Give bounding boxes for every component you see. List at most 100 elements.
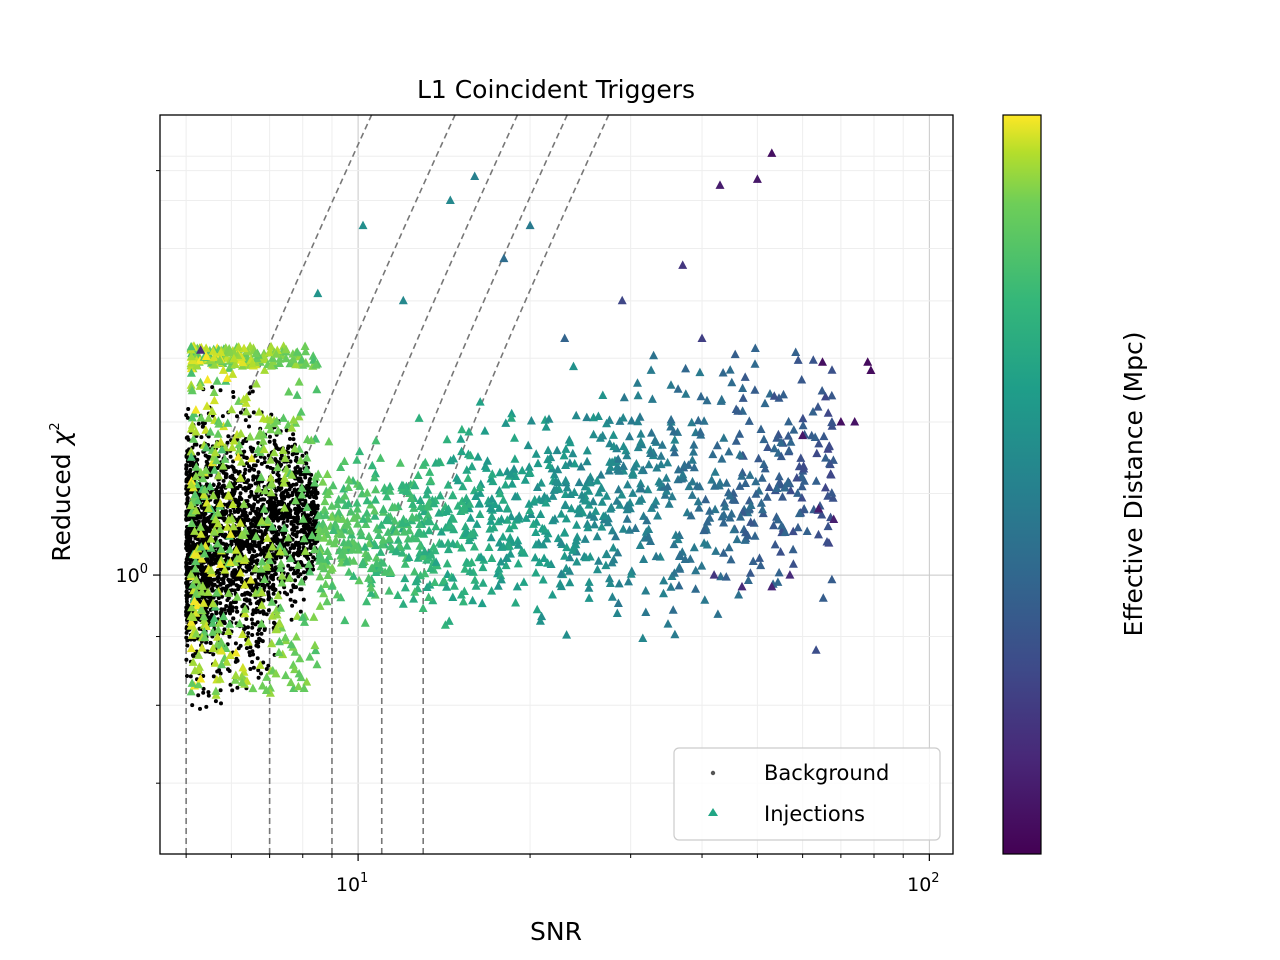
injection-point [487, 469, 497, 478]
injection-point [208, 598, 218, 608]
background-point [306, 557, 311, 562]
injection-point [772, 433, 782, 442]
injection-point [609, 430, 618, 439]
injection-point [671, 530, 681, 539]
injection-point [302, 434, 312, 444]
injection-point [224, 491, 234, 500]
background-point [264, 612, 269, 617]
injection-point [251, 531, 261, 541]
injection-point [196, 542, 206, 551]
injection-point [543, 454, 553, 464]
injection-point [740, 372, 750, 381]
background-point [243, 485, 248, 490]
injection-point [668, 605, 678, 614]
injection-point [322, 489, 332, 499]
background-point [290, 531, 295, 536]
injection-point [514, 511, 524, 520]
injection-point [280, 453, 290, 462]
injection-point [225, 479, 235, 489]
background-point [273, 497, 278, 502]
injection-point [191, 505, 201, 515]
background-point [214, 611, 219, 616]
injection-point [458, 481, 468, 491]
background-point [285, 592, 290, 597]
injection-point [716, 571, 726, 581]
injection-point [402, 486, 412, 495]
injection-point [560, 500, 570, 509]
injection-point [218, 365, 228, 374]
injection-point [502, 503, 512, 512]
injection-point [670, 435, 680, 444]
injection-point [810, 432, 820, 441]
injection-point [189, 434, 198, 443]
injection-point [362, 508, 372, 517]
injection-point [821, 391, 830, 401]
injection-point [684, 481, 694, 491]
injection-point [524, 462, 534, 471]
injection-point [710, 481, 720, 490]
injection-point [214, 419, 224, 428]
injection-point [619, 392, 629, 402]
injection-point [279, 413, 288, 422]
injection-point [780, 527, 790, 536]
injection-point [324, 436, 334, 446]
injection-point [254, 407, 264, 416]
injection-point [697, 561, 707, 570]
injection-point [736, 512, 745, 521]
injection-point [582, 445, 592, 455]
injection-point [404, 525, 414, 535]
background-point [247, 424, 251, 429]
background-point [290, 603, 295, 608]
background-point [196, 421, 201, 426]
injection-point [444, 544, 453, 554]
background-point [221, 478, 226, 483]
injection-point [444, 616, 454, 625]
injection-point [819, 431, 829, 441]
injection-point [342, 557, 352, 566]
background-point [215, 485, 220, 489]
injection-point [506, 511, 516, 521]
background-point [232, 488, 237, 493]
injection-point [735, 450, 745, 459]
background-point [223, 532, 228, 537]
injection-point [811, 645, 821, 654]
injection-point [788, 526, 798, 536]
injection-outlier-point [445, 195, 455, 204]
injection-point [625, 431, 634, 441]
injection-point [734, 590, 744, 599]
background-point [262, 626, 267, 631]
background-point [248, 601, 253, 606]
injection-point [191, 462, 201, 471]
background-point [288, 436, 292, 441]
injection-point [426, 550, 436, 559]
injection-point [695, 481, 705, 491]
injection-point [327, 563, 337, 572]
injection-point [196, 529, 206, 538]
injection-point [300, 341, 310, 350]
background-point [308, 552, 313, 557]
injection-point [513, 540, 523, 549]
injection-point [267, 638, 277, 648]
background-point [257, 610, 262, 615]
injection-point [409, 594, 419, 603]
injection-point [475, 509, 485, 518]
injection-point [538, 575, 548, 584]
background-point [186, 543, 191, 548]
injection-point [486, 516, 496, 525]
injection-point [536, 509, 546, 518]
background-point [261, 609, 266, 614]
injection-point [534, 557, 544, 567]
injection-outlier-point [398, 295, 408, 305]
injection-point [334, 494, 344, 504]
injection-point [229, 353, 239, 363]
injection-point [323, 546, 332, 555]
injection-point [635, 540, 645, 549]
injection-point [378, 504, 388, 513]
injection-outlier-point [836, 417, 846, 426]
injection-point [585, 510, 595, 519]
injection-point [605, 578, 615, 587]
background-point [241, 510, 246, 515]
injection-point [641, 607, 651, 616]
background-point [261, 660, 266, 665]
background-point [184, 581, 189, 586]
